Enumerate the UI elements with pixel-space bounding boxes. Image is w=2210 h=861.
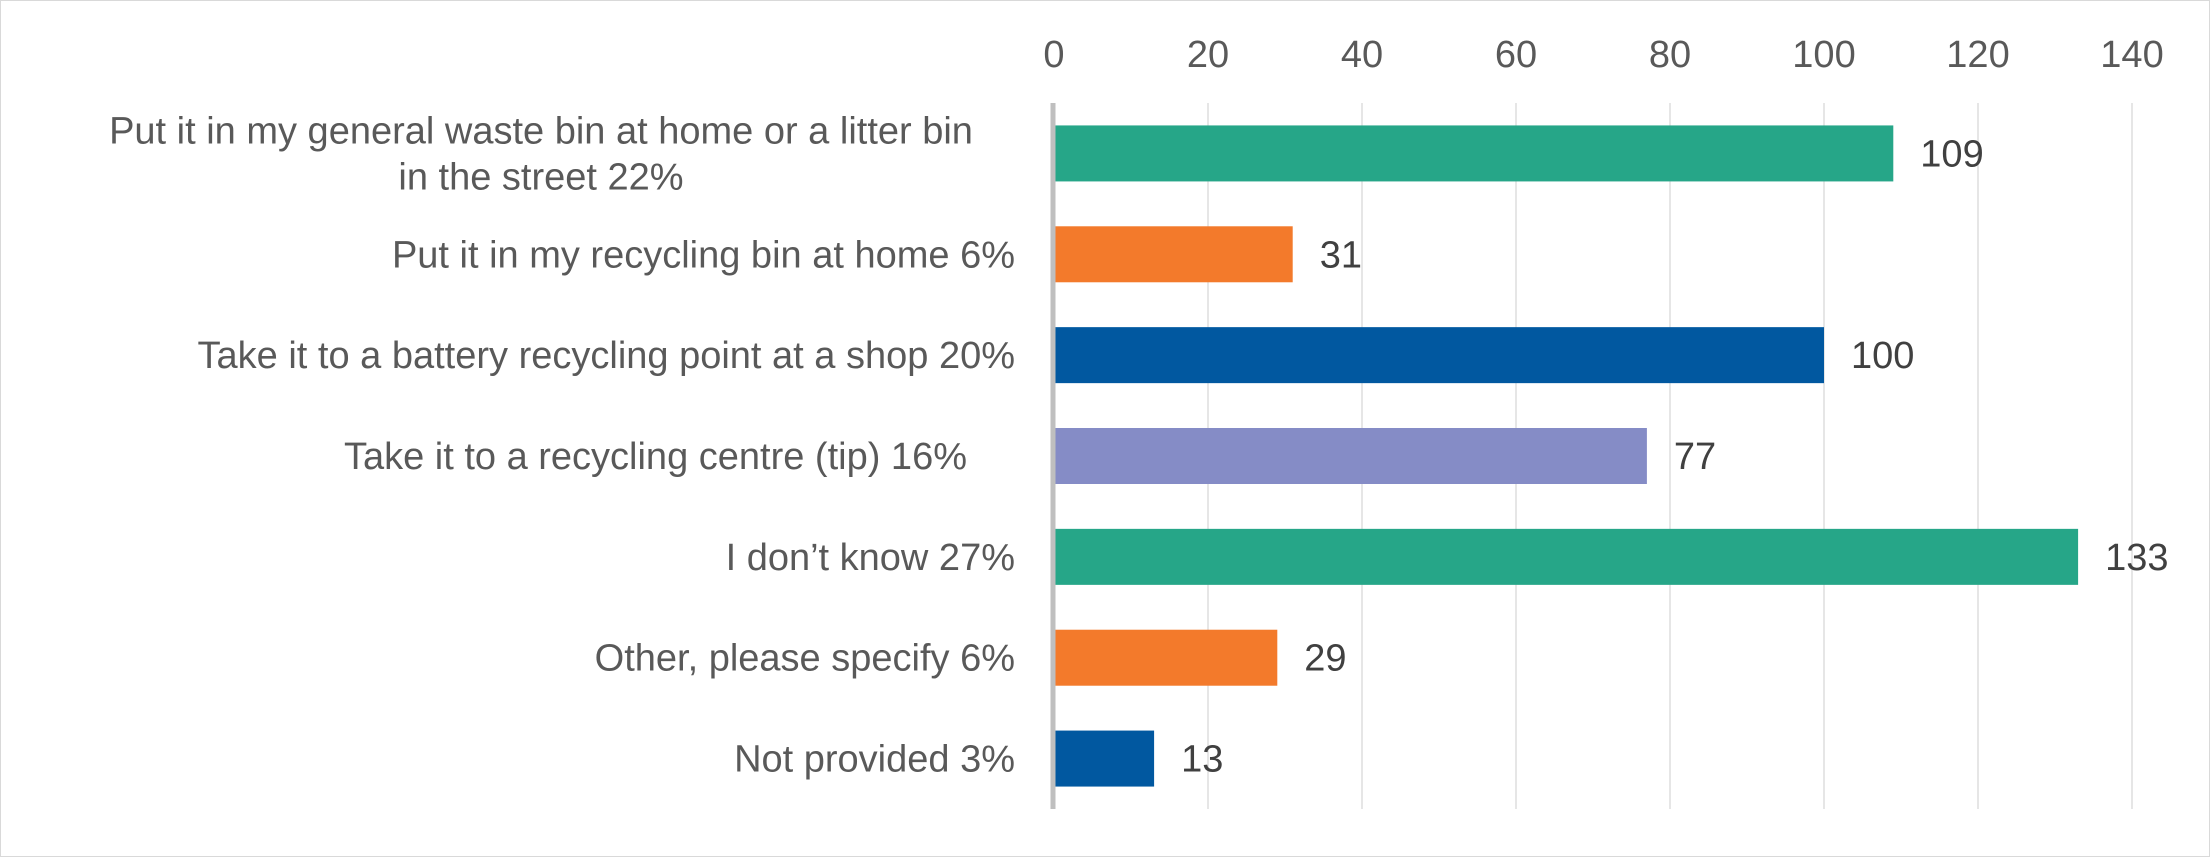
category-labels: Put it in my general waste bin at home o…: [109, 110, 1015, 780]
data-label: 31: [1320, 234, 1362, 276]
data-label: 29: [1304, 638, 1346, 680]
category-label: Other, please specify 6%: [595, 638, 1015, 680]
bar: [1054, 428, 1647, 484]
x-tick-label: 80: [1649, 34, 1691, 76]
bars: [1054, 125, 2079, 787]
bar: [1054, 226, 1293, 283]
category-label-line: Put it in my recycling bin at home 6%: [392, 234, 1015, 276]
bar: [1054, 528, 2079, 585]
x-tick-label: 60: [1495, 34, 1537, 76]
x-tick-label: 120: [1946, 34, 2009, 76]
category-label: Not provided 3%: [734, 739, 1015, 781]
x-tick-label: 20: [1187, 34, 1229, 76]
category-label-line: Take it to a battery recycling point at …: [198, 335, 1015, 377]
x-tick-label: 100: [1792, 34, 1855, 76]
category-label: Put it in my recycling bin at home 6%: [392, 234, 1015, 276]
data-label: 100: [1851, 335, 1914, 377]
category-label: Put it in my general waste bin at home o…: [109, 110, 973, 198]
x-axis-ticks: 0 20 40 60 80 100 120 140: [1043, 34, 2163, 76]
category-label-line: I don’t know 27%: [726, 537, 1015, 579]
data-labels: 109 31 100 77 133 29 13: [1181, 133, 2168, 780]
category-label-line: Put it in my general waste bin at home o…: [109, 110, 973, 152]
x-tick-label: 40: [1341, 34, 1383, 76]
data-label: 13: [1181, 739, 1223, 781]
x-tick-label: 140: [2100, 34, 2163, 76]
category-label-line: in the street 22%: [398, 156, 683, 198]
bar: [1054, 730, 1155, 787]
category-label: I don’t know 27%: [726, 537, 1015, 579]
data-label: 77: [1674, 436, 1716, 478]
bar: [1054, 125, 1894, 182]
bar: [1054, 629, 1278, 686]
category-label: Take it to a recycling centre (tip) 16%: [344, 436, 967, 478]
bar: [1054, 327, 1824, 384]
category-label-line: Not provided 3%: [734, 739, 1015, 781]
data-label: 133: [2105, 537, 2168, 579]
category-label: Take it to a battery recycling point at …: [198, 335, 1015, 377]
x-tick-label: 0: [1043, 34, 1064, 76]
data-label: 109: [1920, 133, 1983, 175]
category-label-line: Take it to a recycling centre (tip) 16%: [344, 436, 967, 478]
category-label-line: Other, please specify 6%: [595, 638, 1015, 680]
